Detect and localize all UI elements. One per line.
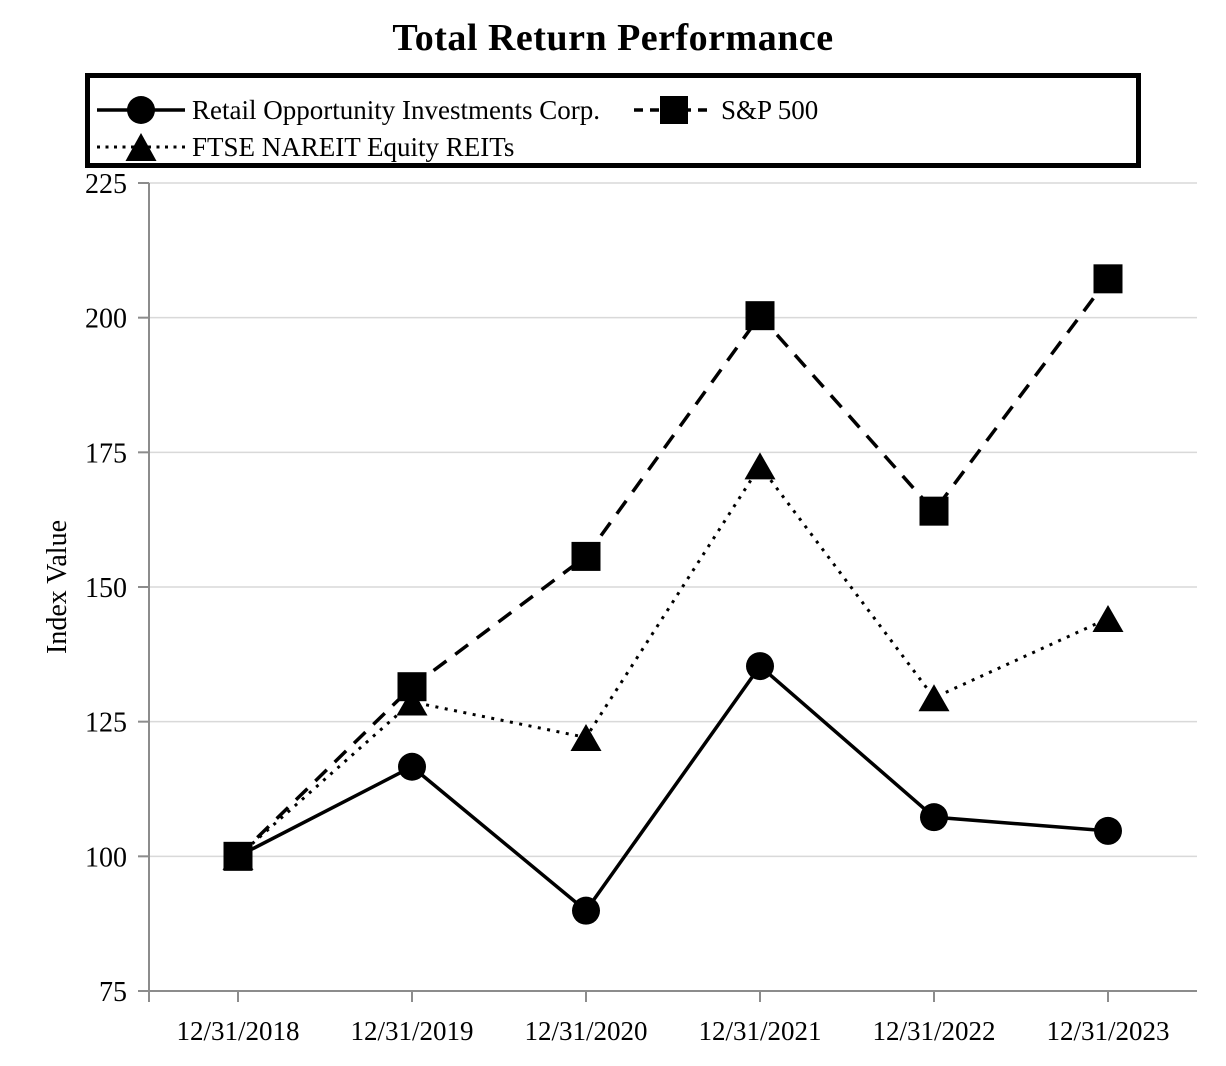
legend-label-sp500: S&P 500 [721, 94, 819, 125]
y-tick-label-125: 125 [85, 708, 127, 739]
marker-circle-roic-1 [398, 752, 426, 781]
marker-circle-roic-5 [1094, 816, 1122, 845]
y-tick-label-225: 225 [85, 169, 127, 200]
x-tick-label-0: 12/31/2018 [176, 1016, 299, 1046]
y-tick-label-100: 100 [85, 842, 127, 873]
legend-entry-sp500: S&P 500 [634, 93, 818, 127]
x-tick-label-3: 12/31/2021 [698, 1016, 821, 1046]
legend-label-ftse: FTSE NAREIT Equity REITs [192, 131, 515, 162]
legend-label-roic: Retail Opportunity Investments Corp. [192, 94, 600, 125]
y-tick-label-75: 75 [99, 977, 127, 1008]
marker-circle-roic-3 [746, 652, 774, 681]
marker-triangle-ftse-5 [1092, 604, 1124, 632]
marker-square-sp500-4 [919, 496, 949, 526]
dashed-line-square-marker-icon [634, 96, 714, 124]
solid-line-circle-marker-icon [97, 96, 185, 124]
series-line-sp500 [236, 277, 1110, 858]
marker-circle-roic-2 [572, 896, 600, 925]
x-tick-label-5: 12/31/2023 [1046, 1016, 1169, 1046]
marker-square-sp500-2 [571, 541, 601, 571]
marker-square-sp500-0 [223, 841, 253, 871]
legend: Retail Opportunity Investments Corp. S&P… [85, 73, 1141, 168]
marker-triangle-ftse-3 [744, 452, 776, 480]
series-line-ftse [237, 463, 1109, 858]
marker-square-sp500-5 [1093, 264, 1123, 294]
x-tick-label-1: 12/31/2019 [350, 1016, 473, 1046]
legend-entry-ftse: FTSE NAREIT Equity REITs [97, 130, 514, 164]
y-tick-label-200: 200 [85, 304, 127, 335]
marker-triangle-ftse-1 [396, 688, 428, 716]
dotted-line-triangle-marker-icon [97, 133, 185, 161]
y-tick-label-150: 150 [85, 573, 127, 604]
marker-circle-roic-4 [920, 803, 948, 832]
chart-title: Total Return Performance [392, 17, 834, 59]
series-line-roic [237, 663, 1109, 914]
marker-square-sp500-3 [745, 301, 775, 331]
x-tick-label-4: 12/31/2022 [872, 1016, 995, 1046]
marker-square-sp500-1 [397, 672, 427, 702]
marker-triangle-ftse-2 [570, 723, 602, 751]
marker-triangle-ftse-4 [918, 684, 950, 712]
legend-entry-roic: Retail Opportunity Investments Corp. [97, 93, 600, 127]
y-tick-label-175: 175 [85, 438, 127, 469]
x-tick-label-2: 12/31/2020 [524, 1016, 647, 1046]
